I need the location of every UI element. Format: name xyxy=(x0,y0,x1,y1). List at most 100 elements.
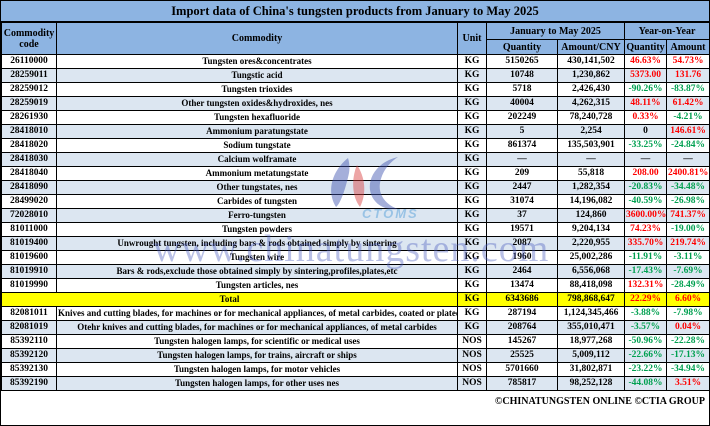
quantity-cell: 19571 xyxy=(486,222,558,237)
quantity-cell: 2087 xyxy=(486,236,558,251)
yoy-amount-cell: -34.94% xyxy=(666,362,709,377)
yoy-amount-cell: -28.49% xyxy=(666,278,709,293)
unit-cell: KG xyxy=(457,110,487,125)
yoy-amount-cell: 3.51% xyxy=(666,376,709,391)
quantity-cell: 202249 xyxy=(486,110,558,125)
table-row: 28261930 Tungsten hexafluoride KG 202249 78,… xyxy=(1,110,709,125)
yoy-amount-cell: 131.76 xyxy=(666,68,709,83)
header-quantity: Quantity xyxy=(486,39,558,55)
amount-cell: 355,010,471 xyxy=(557,320,625,335)
amount-cell: 6,556,068 xyxy=(557,264,625,279)
commodity-code-cell: 82081011 xyxy=(1,306,57,321)
unit-cell: KG xyxy=(457,152,487,167)
commodity-code-cell: 82081019 xyxy=(1,320,57,335)
yoy-amount-cell: -83.87% xyxy=(666,82,709,97)
footer-copyright: ©CHINATUNGSTEN ONLINE ©CTIA GROUP xyxy=(1,391,709,412)
page-title: Import data of China's tungsten products… xyxy=(1,1,709,22)
header-commodity-code: Commodity code xyxy=(1,22,57,55)
yoy-quantity-cell: 0 xyxy=(624,124,667,139)
amount-cell: 31,802,871 xyxy=(557,362,625,377)
yoy-amount-cell: -4.21% xyxy=(666,110,709,125)
yoy-quantity-cell: 132.31% xyxy=(624,278,667,293)
unit-cell: KG xyxy=(457,236,487,251)
header-yoy-amount: Amount xyxy=(666,39,709,55)
table-header: Commodity code Commodity Unit January to… xyxy=(1,22,709,55)
unit-cell: NOS xyxy=(457,348,487,363)
yoy-quantity-cell: 22.29% xyxy=(624,292,667,307)
table-row: 85392110 Tungsten halogen lamps, for scie… xyxy=(1,334,709,349)
yoy-amount-cell: -24.84% xyxy=(666,138,709,153)
quantity-cell: 13474 xyxy=(486,278,558,293)
yoy-quantity-cell: 335.70% xyxy=(624,236,667,251)
unit-cell: KG xyxy=(457,208,487,223)
amount-cell: 1,282,354 xyxy=(557,180,625,195)
table-row: 28259012 Tungsten trioxides KG 5718 2,426,43… xyxy=(1,82,709,97)
commodity-code-cell: 28259011 xyxy=(1,68,57,83)
commodity-code-cell: 28259012 xyxy=(1,82,57,97)
yoy-amount-cell: -26.98% xyxy=(666,194,709,209)
commodity-code-cell: 28261930 xyxy=(1,110,57,125)
unit-cell: KG xyxy=(457,306,487,321)
yoy-amount-cell: 741.37% xyxy=(666,208,709,223)
header-commodity: Commodity xyxy=(56,22,458,55)
amount-cell: 2,220,955 xyxy=(557,236,625,251)
commodity-cell: Tungsten hexafluoride xyxy=(56,110,458,125)
quantity-cell: 37 xyxy=(486,208,558,223)
yoy-amount-cell: 146.61% xyxy=(666,124,709,139)
commodity-code-cell: 85392190 xyxy=(1,376,57,391)
table-row: 81019910 Bars & rods,exclude those obtain… xyxy=(1,264,709,279)
unit-cell: KG xyxy=(457,222,487,237)
quantity-cell: 25525 xyxy=(486,348,558,363)
unit-cell: KG xyxy=(457,82,487,97)
commodity-code-cell: 81019600 xyxy=(1,250,57,265)
amount-cell: 14,196,082 xyxy=(557,194,625,209)
yoy-quantity-cell: -22.66% xyxy=(624,348,667,363)
amount-cell: 78,240,728 xyxy=(557,110,625,125)
commodity-code-cell: 81011000 xyxy=(1,222,57,237)
total-row: Total KG 6343686 798,868,647 22.29% 6.60% xyxy=(1,292,709,307)
yoy-amount-cell: 219.74% xyxy=(666,236,709,251)
yoy-quantity-cell: 208.00 xyxy=(624,166,667,181)
commodity-cell: Bars & rods,exclude those obtained simpl… xyxy=(56,264,458,279)
commodity-code-cell: 28418020 xyxy=(1,138,57,153)
amount-cell: 124,860 xyxy=(557,208,625,223)
yoy-quantity-cell: — xyxy=(624,152,667,167)
amount-cell: 25,002,286 xyxy=(557,250,625,265)
commodity-code-cell: 81019910 xyxy=(1,264,57,279)
quantity-cell: 10748 xyxy=(486,68,558,83)
quantity-cell: 145267 xyxy=(486,334,558,349)
commodity-code-cell: 85392120 xyxy=(1,348,57,363)
quantity-cell: 209 xyxy=(486,166,558,181)
amount-cell: 55,818 xyxy=(557,166,625,181)
yoy-quantity-cell: -23.22% xyxy=(624,362,667,377)
commodity-cell: Tungsten halogen lamps, for motor vehicl… xyxy=(56,362,458,377)
table-row: 81011000 Tungsten powders KG 19571 9,204,134… xyxy=(1,222,709,237)
commodity-cell: Tungsten ores&concentrates xyxy=(56,54,458,69)
commodity-code-cell: 85392110 xyxy=(1,334,57,349)
table-row: 28499020 Carbides of tungsten KG 31074 14,19… xyxy=(1,194,709,209)
commodity-cell: Tungsten halogen lamps, for scientific o… xyxy=(56,334,458,349)
unit-cell: KG xyxy=(457,180,487,195)
table-row: 82081011 Knives and cutting blades, for m… xyxy=(1,306,709,321)
yoy-amount-cell: 6.60% xyxy=(666,292,709,307)
table-row: 81019400 Unwrought tungsten, including ba… xyxy=(1,236,709,251)
quantity-cell: 40004 xyxy=(486,96,558,111)
table-row: 28259019 Other tungsten oxides&hydroxides… xyxy=(1,96,709,111)
quantity-cell: 861374 xyxy=(486,138,558,153)
quantity-cell: 287194 xyxy=(486,306,558,321)
commodity-code-cell: 28418090 xyxy=(1,180,57,195)
table-row: 81019600 Tungsten wire KG 1960 25,002,286 -11… xyxy=(1,250,709,265)
commodity-code-cell: 28499020 xyxy=(1,194,57,209)
quantity-cell: 5718 xyxy=(486,82,558,97)
yoy-amount-cell: -7.98% xyxy=(666,306,709,321)
commodity-cell: Calcium wolframate xyxy=(56,152,458,167)
unit-cell: KG xyxy=(457,264,487,279)
commodity-cell: Sodium tungstate xyxy=(56,138,458,153)
table-row: 28418090 Other tungstates, nes KG 2447 1,282… xyxy=(1,180,709,195)
commodity-code-cell: 28418010 xyxy=(1,124,57,139)
quantity-cell: 2447 xyxy=(486,180,558,195)
data-table: Commodity code Commodity Unit January to… xyxy=(1,22,709,391)
commodity-code-cell: 28259019 xyxy=(1,96,57,111)
yoy-amount-cell: 54.73% xyxy=(666,54,709,69)
